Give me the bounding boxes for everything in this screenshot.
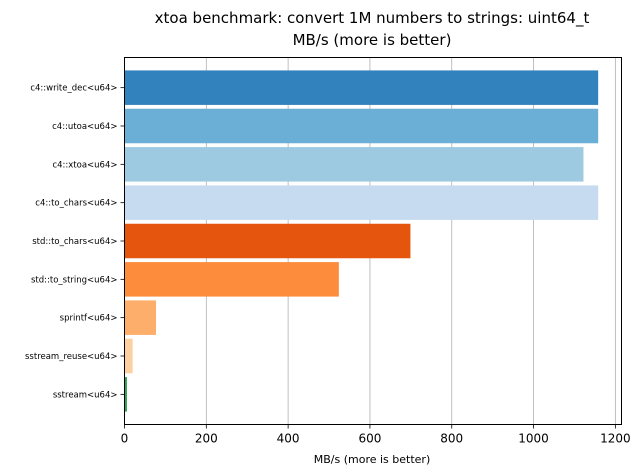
y-tick-label: c4::to_chars<u64> xyxy=(35,199,117,209)
bar xyxy=(124,262,339,297)
x-tick-label: 200 xyxy=(195,432,218,446)
x-tick-label: 800 xyxy=(440,432,463,446)
y-tick-label: sprintf<u64> xyxy=(60,314,118,324)
y-axis: c4::write_dec<u64>c4::utoa<u64>c4::xtoa<… xyxy=(25,84,125,400)
bar xyxy=(124,377,127,412)
bar xyxy=(124,300,156,335)
x-tick-label: 1200 xyxy=(600,432,631,446)
y-tick-label: c4::utoa<u64> xyxy=(52,122,117,132)
bar xyxy=(124,185,599,220)
x-tick-label: 1000 xyxy=(518,432,549,446)
x-axis-label: MB/s (more is better) xyxy=(314,453,431,466)
x-tick-label: 0 xyxy=(121,432,129,446)
bar xyxy=(124,108,599,144)
x-tick-label: 600 xyxy=(358,432,381,446)
y-tick-label: sstream_reuse<u64> xyxy=(25,352,118,362)
bar xyxy=(124,70,599,105)
y-tick-label: std::to_chars<u64> xyxy=(32,237,117,247)
x-tick-label: 400 xyxy=(277,432,300,446)
bar xyxy=(124,223,411,259)
bar xyxy=(124,147,584,182)
chart-subtitle: MB/s (more is better) xyxy=(293,31,452,49)
chart-title: xtoa benchmark: convert 1M numbers to st… xyxy=(155,9,590,28)
x-axis: 0 200 400 600 800 1000 1200 xyxy=(121,424,631,446)
y-tick-label: std::to_string<u64> xyxy=(31,275,118,285)
y-tick-label: sstream<u64> xyxy=(53,390,118,400)
y-tick-label: c4::xtoa<u64> xyxy=(52,160,117,170)
y-tick-label: c4::write_dec<u64> xyxy=(30,84,117,94)
bars xyxy=(124,70,599,412)
bar xyxy=(124,338,133,374)
